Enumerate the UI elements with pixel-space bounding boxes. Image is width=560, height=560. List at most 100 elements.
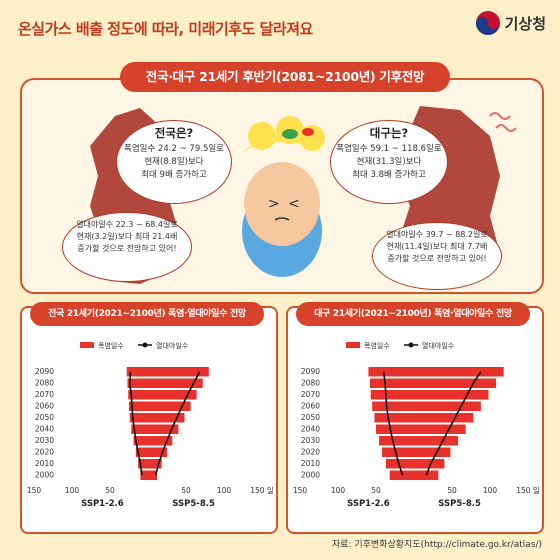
bar-heat-ssp585 (414, 413, 474, 423)
x-tick-label: 100 (65, 486, 80, 495)
x-tick-label: 50 (447, 486, 457, 495)
year-tick-label: 2030 (35, 436, 54, 445)
bar-heat-ssp585 (148, 378, 203, 388)
x-tick-label: 150 일 (250, 486, 274, 495)
bar-heat-ssp126 (374, 413, 414, 423)
heat-wave-icon (495, 124, 517, 132)
logo-text: 기상청 (504, 14, 546, 33)
bar-heat-ssp585 (414, 401, 481, 411)
year-tick-label: 2090 (301, 367, 320, 376)
year-tick-label: 2040 (301, 425, 320, 434)
year-tick-label: 2070 (35, 390, 54, 399)
nation-night-bubble: 열대야일수 22.3 ~ 68.4일로 현재(3.2일)보다 최대 21.4배 … (62, 212, 192, 282)
daegu-night-line3: 증가할 것으로 전망하고 있어! (387, 254, 487, 263)
daegu-bubble-title: 대구는? (369, 126, 409, 140)
line-night-ssp126 (128, 371, 143, 476)
daegu-line2: 현재(31.3일)보다 (356, 157, 422, 167)
bar-heat-ssp585 (414, 367, 504, 377)
character-eye-right: < (288, 196, 300, 212)
year-tick-label: 2050 (301, 413, 320, 422)
year-tick-label: 2010 (301, 459, 320, 468)
bar-heat-ssp585 (148, 390, 197, 400)
legend-night-label: 열대야일수 (156, 341, 189, 350)
bar-heat-ssp126 (382, 447, 414, 457)
bar-heat-ssp585 (148, 424, 179, 434)
bar-heat-ssp585 (414, 390, 489, 400)
legend-night-label: 열대야일수 (422, 341, 455, 350)
taegeuk-logo-icon (475, 11, 500, 35)
flower-petal (299, 125, 325, 151)
bar-heat-ssp585 (148, 436, 173, 446)
bar-heat-ssp126 (372, 401, 414, 411)
line-night-ssp126 (382, 371, 404, 476)
nation-bubble-title: 전국은? (154, 126, 194, 140)
legend-night-marker (142, 342, 148, 348)
daegu-line3: 최대 3.8배 증가하고 (352, 170, 426, 180)
x-tick-label: 100 (483, 486, 498, 495)
year-tick-label: 2030 (301, 436, 320, 445)
bar-heat-ssp585 (148, 367, 209, 377)
scenario-label-ssp126: SSP1-2.6 (347, 499, 390, 509)
year-tick-label: 2000 (301, 471, 320, 480)
daegu-heat-bubble: 대구는? 폭염일수 59.1 ~ 118.6일로 현재(31.3일)보다 최대 … (330, 120, 448, 204)
daegu-night-line1: 열대야일수 39.7 ~ 88.2일로 (386, 230, 488, 239)
bar-heat-ssp585 (414, 459, 445, 469)
bar-heat-ssp585 (414, 424, 466, 434)
x-tick-label: 100 (217, 486, 232, 495)
bar-heat-ssp126 (126, 367, 148, 377)
daegu-chart-title: 대구 21세기(2021~2100년) 폭염·열대야일수 전망 (296, 302, 530, 326)
scenario-label-ssp585: SSP5-8.5 (438, 499, 481, 509)
bar-heat-ssp126 (128, 390, 148, 400)
bar-heat-ssp585 (148, 470, 158, 480)
bar-heat-ssp126 (376, 424, 414, 434)
nation-line2: 현재(8.8일)보다 (144, 157, 204, 167)
year-tick-label: 2020 (35, 448, 54, 457)
bar-heat-ssp585 (414, 378, 497, 388)
bar-heat-ssp126 (370, 390, 414, 400)
x-tick-label: 150 (27, 486, 42, 495)
scenario-label-ssp126: SSP1-2.6 (81, 499, 124, 509)
legend-heat-swatch (80, 342, 94, 348)
x-tick-label: 150 일 (516, 486, 540, 495)
flower-petal (248, 122, 276, 150)
nation-line3: 최대 9배 증가하고 (141, 170, 207, 180)
nation-night-line2: 현재(3.2일)보다 최대 21.4배 (76, 232, 178, 241)
flower-center (302, 128, 314, 136)
nation-chart-title: 전국 21세기(2021~2100년) 폭염·열대야일수 전망 (30, 302, 264, 326)
bar-heat-ssp126 (135, 447, 148, 457)
year-tick-label: 2010 (35, 459, 54, 468)
bar-heat-ssp126 (368, 367, 414, 377)
bar-heat-ssp126 (369, 378, 414, 388)
year-tick-label: 2050 (35, 413, 54, 422)
daegu-chart-svg: 폭염일수 열대야일수 2090 2080 2070 2060 2050 2040 2030 202… (293, 341, 540, 509)
legend-heat-swatch (346, 342, 360, 348)
line-night-ssp585 (425, 371, 482, 476)
x-tick-label: 50 (371, 486, 381, 495)
scenario-label-ssp585: SSP5-8.5 (172, 499, 215, 509)
daegu-line1: 폭염일수 59.1 ~ 118.6일로 (336, 144, 442, 154)
year-tick-label: 2090 (35, 367, 54, 376)
year-tick-label: 2080 (301, 379, 320, 388)
x-tick-label: 50 (181, 486, 191, 495)
x-tick-label: 50 (105, 486, 115, 495)
forecast-banner: 전국·대구 21세기 후반기(2081~2100년) 기후전망 (120, 62, 450, 92)
year-tick-label: 2080 (35, 379, 54, 388)
bar-heat-ssp126 (140, 470, 148, 480)
x-tick-label: 150 (293, 486, 308, 495)
bar-heat-ssp585 (148, 401, 191, 411)
logo: 기상청 (475, 10, 546, 36)
bar-heat-ssp126 (138, 459, 148, 469)
nation-chart-svg: 폭염일수 열대야일수 2090 2080 2070 2060 2050 2040 2030 202… (27, 341, 274, 509)
character-eye-left: > (268, 196, 280, 212)
legend-night-marker (408, 342, 414, 348)
year-tick-label: 2040 (35, 425, 54, 434)
bar-heat-ssp126 (129, 401, 148, 411)
year-tick-label: 2000 (35, 471, 54, 480)
nation-line1: 폭염일수 24.2 ~ 79.5일로 (124, 144, 224, 154)
bar-heat-ssp585 (414, 436, 459, 446)
year-tick-label: 2020 (301, 448, 320, 457)
bar-heat-ssp126 (131, 424, 148, 434)
year-tick-label: 2060 (35, 402, 54, 411)
character-face (244, 162, 320, 246)
daegu-night-line2: 현재(11.4일)보다 최대 7.7배 (386, 242, 488, 251)
